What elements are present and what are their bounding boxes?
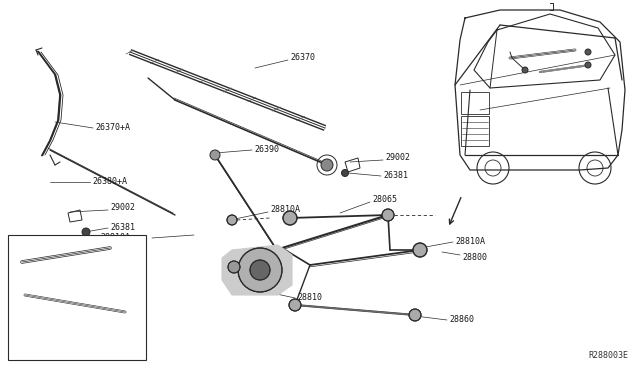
Bar xyxy=(461,92,489,114)
Text: 28065: 28065 xyxy=(372,196,397,205)
Circle shape xyxy=(382,209,394,221)
Circle shape xyxy=(238,248,282,292)
Text: R288003E: R288003E xyxy=(588,351,628,360)
Text: 28800: 28800 xyxy=(462,253,487,263)
Text: <ASSIST>: <ASSIST> xyxy=(20,296,57,305)
Circle shape xyxy=(289,299,301,311)
Text: 28860: 28860 xyxy=(449,315,474,324)
Text: 26370: 26370 xyxy=(290,54,315,62)
Text: 26373M: 26373M xyxy=(20,279,48,288)
Text: 28810A: 28810A xyxy=(455,237,485,247)
Text: (DRIVER): (DRIVER) xyxy=(20,260,57,269)
Circle shape xyxy=(228,261,240,273)
Bar xyxy=(8,235,146,360)
Text: 26380+A: 26380+A xyxy=(92,177,127,186)
Text: 26370+A: 26370+A xyxy=(95,124,130,132)
Circle shape xyxy=(413,243,427,257)
Text: 26373: 26373 xyxy=(20,243,43,252)
Text: 28810A: 28810A xyxy=(100,234,130,243)
Text: 29002: 29002 xyxy=(385,154,410,163)
Text: 28810: 28810 xyxy=(297,294,322,302)
Text: 28810A: 28810A xyxy=(270,205,300,215)
Bar xyxy=(461,116,489,146)
Circle shape xyxy=(227,215,237,225)
Text: 26381: 26381 xyxy=(110,224,135,232)
Circle shape xyxy=(585,62,591,68)
Circle shape xyxy=(342,170,349,176)
Text: 29002: 29002 xyxy=(110,203,135,212)
Text: 26381: 26381 xyxy=(383,171,408,180)
Circle shape xyxy=(283,211,297,225)
Circle shape xyxy=(409,309,421,321)
Polygon shape xyxy=(222,245,292,295)
Text: 26390: 26390 xyxy=(254,145,279,154)
Circle shape xyxy=(321,159,333,171)
Circle shape xyxy=(522,67,528,73)
Circle shape xyxy=(82,228,90,236)
Circle shape xyxy=(585,49,591,55)
Text: <BLADE REFILLS>: <BLADE REFILLS> xyxy=(12,346,81,355)
Circle shape xyxy=(210,150,220,160)
Circle shape xyxy=(250,260,270,280)
